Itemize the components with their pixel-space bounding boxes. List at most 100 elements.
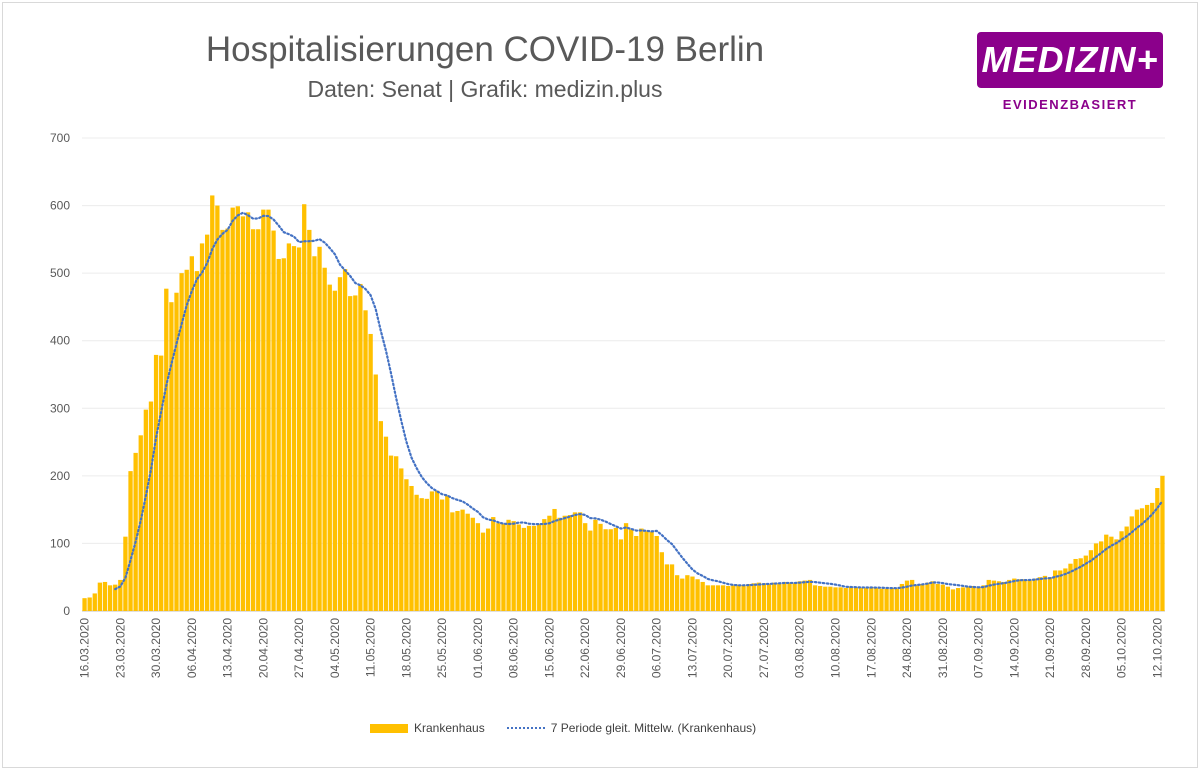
bar [853, 587, 859, 611]
bar [414, 494, 419, 611]
x-tick-label: 14.09.2020 [1007, 618, 1021, 678]
bar [1088, 550, 1094, 611]
bar [368, 333, 373, 611]
bar [286, 243, 292, 611]
bar [1068, 563, 1073, 611]
bar [378, 421, 384, 611]
bar [1078, 558, 1083, 611]
bar [128, 471, 133, 611]
bar [1047, 577, 1053, 611]
bar [884, 588, 889, 611]
bar [613, 527, 618, 611]
bar [342, 269, 348, 611]
x-tick-label: 29.06.2020 [614, 618, 628, 678]
bar [1144, 504, 1150, 611]
bar [159, 355, 164, 611]
bar [526, 525, 532, 611]
legend: Krankenhaus 7 Periode gleit. Mittelw. (K… [370, 721, 756, 735]
bar [583, 523, 588, 611]
bar [608, 529, 613, 611]
bar [164, 288, 169, 611]
x-tick-label: 22.06.2020 [578, 618, 592, 678]
x-tick-label: 20.04.2020 [256, 618, 270, 678]
bar [1007, 579, 1012, 611]
bar [1093, 543, 1099, 611]
bar [930, 581, 935, 611]
x-tick-label: 10.08.2020 [829, 618, 843, 678]
bar [961, 587, 966, 611]
bar [562, 515, 567, 611]
bar [710, 585, 716, 611]
bar [991, 580, 997, 611]
bar [976, 586, 981, 611]
bar [572, 512, 578, 611]
bar [276, 258, 281, 611]
bar [102, 581, 108, 611]
bar [807, 579, 813, 611]
bar [230, 207, 235, 611]
x-tick-label: 13.07.2020 [685, 618, 699, 678]
bar [986, 579, 991, 611]
bar [97, 582, 103, 611]
x-tick-label: 27.07.2020 [757, 618, 771, 678]
bar [143, 409, 149, 611]
bar [399, 468, 404, 611]
bar [1001, 581, 1007, 611]
bar [634, 535, 639, 611]
y-tick-label: 500 [50, 266, 70, 280]
bar [925, 582, 930, 611]
bar [833, 587, 838, 611]
bar [1037, 577, 1042, 611]
bar [603, 529, 608, 611]
bar [429, 491, 435, 611]
bar [1150, 502, 1155, 611]
bar [736, 584, 741, 611]
bar [87, 597, 92, 611]
bar [669, 564, 675, 611]
bar [537, 523, 542, 611]
x-tick-label: 05.10.2020 [1115, 618, 1129, 678]
x-tick-label: 21.09.2020 [1043, 618, 1057, 678]
x-tick-label: 18.05.2020 [399, 618, 413, 678]
bar [353, 295, 358, 611]
bar [179, 273, 184, 611]
x-tick-label: 12.10.2020 [1150, 618, 1164, 678]
bar [593, 519, 598, 611]
bar [322, 267, 327, 611]
bar [296, 247, 302, 612]
medizin-plus-logo: MEDIZIN+ [977, 32, 1163, 88]
bar [869, 587, 874, 611]
bar [1083, 555, 1088, 611]
bar [215, 205, 220, 612]
bar [858, 588, 864, 611]
bar [470, 517, 475, 611]
x-tick-label: 20.07.2020 [721, 618, 735, 678]
bar [756, 582, 762, 611]
bar [516, 524, 521, 611]
bar [812, 585, 818, 611]
x-tick-label: 06.07.2020 [650, 618, 664, 678]
bar [506, 519, 511, 611]
bar [1160, 475, 1165, 611]
bar [950, 589, 956, 611]
bar [455, 510, 460, 611]
bar [547, 515, 552, 611]
bar [148, 401, 154, 611]
bar [552, 508, 557, 611]
bar [521, 527, 527, 611]
bar [966, 586, 971, 611]
bar [828, 586, 833, 611]
bar [245, 212, 251, 612]
bar [629, 529, 634, 611]
bar [874, 588, 879, 611]
bar [199, 243, 205, 611]
bar [996, 581, 1002, 611]
bar [485, 528, 491, 611]
y-tick-label: 400 [50, 334, 70, 348]
bar [945, 586, 951, 611]
bar [491, 517, 496, 611]
bar [312, 256, 317, 611]
bar [1124, 526, 1129, 611]
bar [373, 374, 378, 611]
